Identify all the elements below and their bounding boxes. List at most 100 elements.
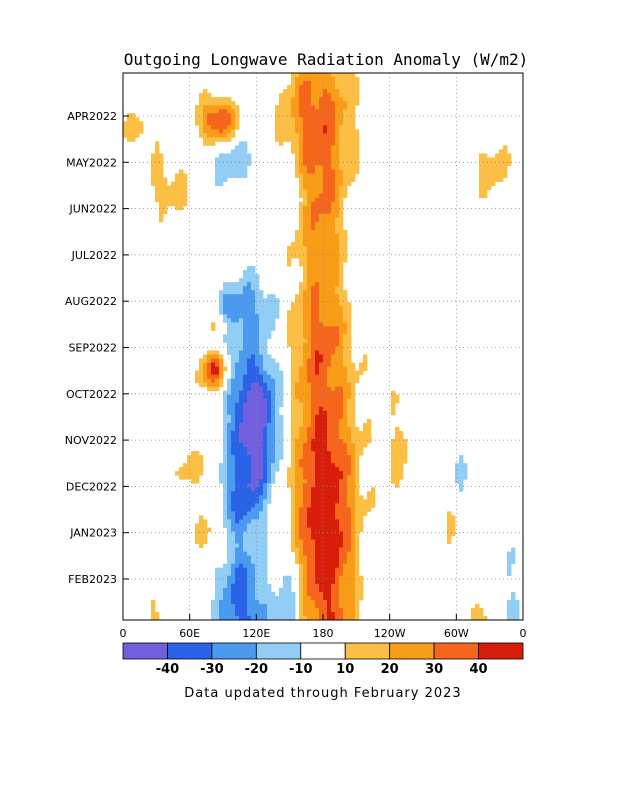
anomaly-cell <box>343 547 348 553</box>
anomaly-cell <box>255 314 260 319</box>
anomaly-cell <box>227 455 232 460</box>
anomaly-cell <box>351 575 356 581</box>
anomaly-cell <box>267 426 272 432</box>
anomaly-cell <box>307 229 312 235</box>
anomaly-cell <box>307 125 312 130</box>
anomaly-cell <box>251 471 256 476</box>
anomaly-cell <box>287 310 292 315</box>
anomaly-cell <box>351 362 356 368</box>
anomaly-cell <box>283 599 288 605</box>
anomaly-cell <box>347 137 352 142</box>
anomaly-cell <box>323 463 328 468</box>
anomaly-cell <box>339 193 344 199</box>
anomaly-cell <box>243 370 248 376</box>
anomaly-cell <box>255 310 260 315</box>
anomaly-cell <box>263 579 268 585</box>
anomaly-cell <box>239 298 244 303</box>
anomaly-cell <box>235 302 240 307</box>
anomaly-cell <box>339 599 344 605</box>
anomaly-cell <box>267 406 272 412</box>
anomaly-cell <box>335 543 340 548</box>
anomaly-cell <box>235 165 240 170</box>
anomaly-cell <box>371 503 376 508</box>
anomaly-cell <box>319 398 324 404</box>
anomaly-cell <box>243 471 248 476</box>
anomaly-cell <box>295 89 300 94</box>
anomaly-cell <box>247 539 252 544</box>
anomaly-cell <box>247 479 252 484</box>
anomaly-cell <box>267 479 272 484</box>
anomaly-cell <box>219 157 224 162</box>
y-tick-label: SEP2022 <box>68 342 117 355</box>
anomaly-cell <box>195 117 200 122</box>
anomaly-cell <box>151 611 156 617</box>
anomaly-cell <box>207 382 212 388</box>
anomaly-cell <box>219 173 224 178</box>
anomaly-cell <box>275 310 280 315</box>
anomaly-cell <box>331 551 336 557</box>
anomaly-cell <box>263 382 268 388</box>
anomaly-cell <box>339 418 344 424</box>
anomaly-cell <box>347 551 352 557</box>
anomaly-cell <box>343 575 348 581</box>
anomaly-cell <box>395 398 400 404</box>
anomaly-cell <box>315 447 320 452</box>
anomaly-cell <box>347 81 352 86</box>
anomaly-cell <box>243 306 248 311</box>
anomaly-cell <box>267 615 272 620</box>
anomaly-cell <box>463 467 468 472</box>
anomaly-cell <box>231 346 236 351</box>
anomaly-cell <box>355 599 360 605</box>
anomaly-cell <box>223 503 228 508</box>
anomaly-cell <box>227 515 232 520</box>
anomaly-cell <box>211 133 216 138</box>
anomaly-cell <box>223 129 228 134</box>
anomaly-cell <box>251 519 256 524</box>
anomaly-cell <box>231 370 236 376</box>
anomaly-cell <box>355 378 360 384</box>
anomaly-cell <box>335 109 340 114</box>
anomaly-cell <box>231 418 236 424</box>
anomaly-cell <box>259 342 264 347</box>
anomaly-cell <box>327 81 332 86</box>
anomaly-cell <box>311 394 316 400</box>
anomaly-cell <box>279 607 284 613</box>
anomaly-cell <box>195 378 200 384</box>
anomaly-cell <box>231 603 236 609</box>
colorbar-swatch <box>389 642 435 660</box>
anomaly-cell <box>339 233 344 239</box>
anomaly-cell <box>315 539 320 544</box>
anomaly-cell <box>315 402 320 408</box>
anomaly-cell <box>235 298 240 303</box>
anomaly-cell <box>239 599 244 605</box>
anomaly-cell <box>447 519 452 524</box>
colorbar-label: -30 <box>200 662 224 677</box>
anomaly-cell <box>331 567 336 573</box>
anomaly-cell <box>391 439 396 444</box>
anomaly-cell <box>123 121 128 126</box>
anomaly-cell <box>299 515 304 520</box>
anomaly-cell <box>303 374 308 380</box>
anomaly-cell <box>503 173 508 178</box>
anomaly-cell <box>339 479 344 484</box>
anomaly-cell <box>243 535 248 540</box>
anomaly-cell <box>227 109 232 114</box>
anomaly-cell <box>291 105 296 110</box>
anomaly-cell <box>351 519 356 524</box>
anomaly-cell <box>331 173 336 178</box>
anomaly-cell <box>303 302 308 307</box>
anomaly-cell <box>347 93 352 98</box>
anomaly-cell <box>339 547 344 553</box>
anomaly-cell <box>223 133 228 138</box>
anomaly-cell <box>223 390 228 396</box>
anomaly-cell <box>275 615 280 620</box>
anomaly-cell <box>271 366 276 372</box>
anomaly-cell <box>263 447 268 452</box>
anomaly-cell <box>367 418 372 424</box>
anomaly-cell <box>295 173 300 178</box>
anomaly-cell <box>335 266 340 271</box>
anomaly-cell <box>319 161 324 166</box>
anomaly-cell <box>299 531 304 536</box>
anomaly-cell <box>227 137 232 142</box>
colorbar-swatch <box>255 642 302 660</box>
